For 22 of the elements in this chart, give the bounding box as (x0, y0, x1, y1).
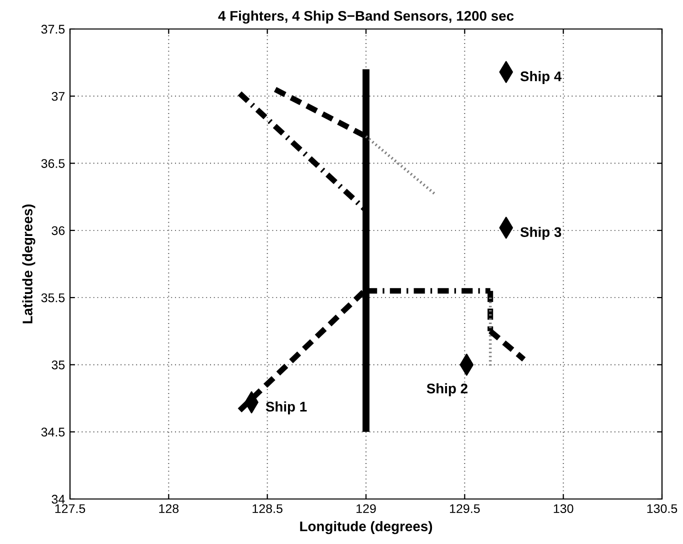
x-tick-label: 128 (159, 504, 179, 514)
annotation: Ship 2 (426, 383, 468, 396)
x-tick-label: 130 (554, 504, 574, 514)
y-tick-label: 37.5 (41, 24, 65, 34)
chart-title: 4 Fighters, 4 Ship S−Band Sensors, 1200 sec (218, 10, 514, 24)
annotation: Ship 3 (520, 226, 562, 240)
y-axis-title: Latitude (degrees) (22, 204, 36, 324)
x-tick-label: 130.5 (647, 504, 678, 514)
x-tick-label: 129 (356, 504, 376, 514)
y-tick-label: 36 (52, 226, 65, 236)
y-tick-label: 37 (52, 92, 65, 101)
y-tick-label: 34 (52, 494, 65, 504)
y-tick-label: 35 (52, 360, 65, 370)
y-tick-label: 34.5 (41, 428, 65, 437)
x-axis-title: Longitude (degrees) (300, 521, 432, 534)
y-tick-label: 36.5 (41, 159, 65, 168)
annotation: Ship 4 (520, 71, 562, 84)
y-tick-label: 35.5 (41, 293, 65, 302)
annotation: Ship 1 (266, 401, 307, 414)
x-tick-label: 129.5 (450, 504, 480, 514)
x-tick-label: 128.5 (252, 504, 282, 514)
x-tick-label: 127.5 (55, 504, 86, 514)
